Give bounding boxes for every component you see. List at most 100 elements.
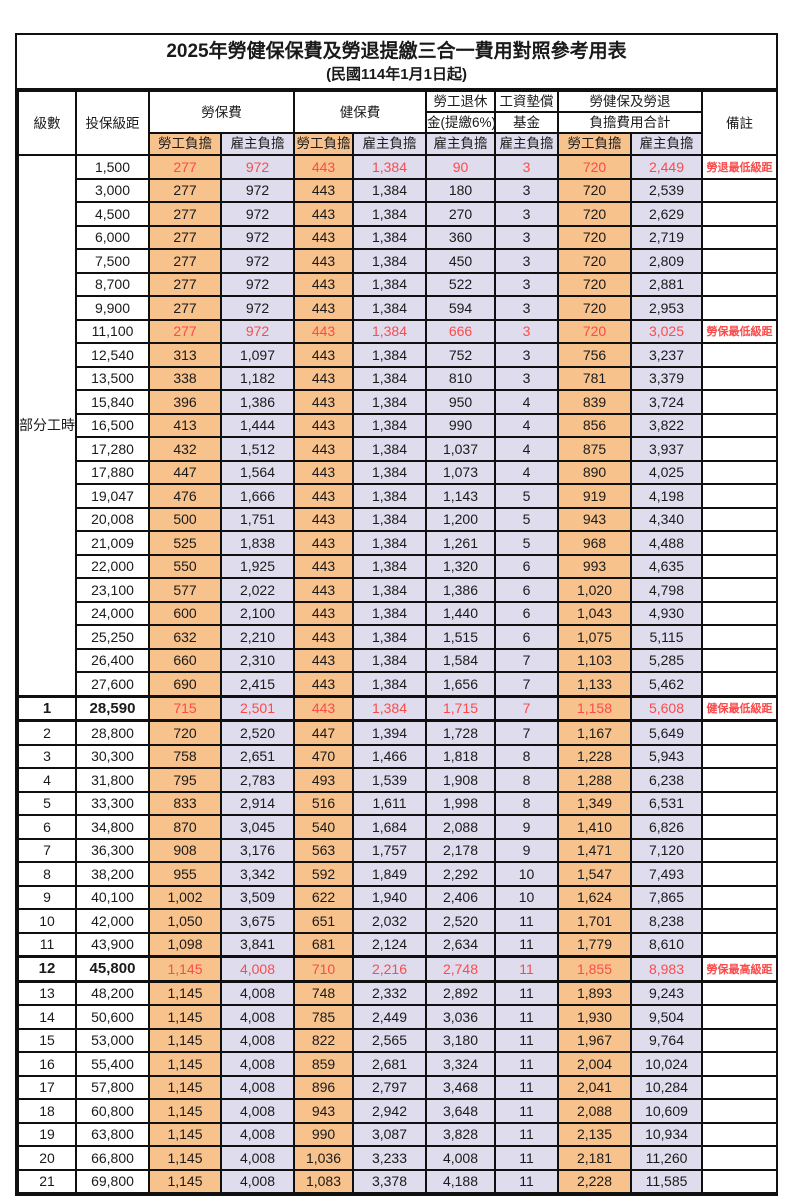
pension-er-cell: 950 [425,389,496,415]
total-emp-cell: 1,228 [557,743,632,769]
note-cell: 健保最低級距 [701,694,778,722]
page-title: 2025年勞健保保費及勞退提繳三合一費用對照參考用表 [166,41,627,62]
bracket-cell: 40,100 [75,884,150,910]
total-emp-cell: 720 [557,224,632,250]
labor-emp-cell: 577 [148,577,222,603]
table-row: 24,000 600 2,100 443 1,384 1,440 6 1,043 4,930 [18,600,778,626]
header-bracket: 投保級距 [75,90,150,156]
bracket-cell: 38,200 [75,861,150,887]
total-er-cell: 6,826 [630,814,703,840]
total-emp-cell: 2,228 [557,1168,632,1194]
note-cell [701,671,778,697]
health-er-cell: 1,384 [352,577,427,603]
total-er-cell: 4,635 [630,553,703,579]
bracket-cell: 63,800 [75,1121,150,1147]
level-cell: 7 [17,837,77,863]
total-er-cell: 3,025 [630,318,703,344]
table-row: 26,400 660 2,310 443 1,384 1,584 7 1,103 5,285 [18,647,778,673]
note-cell [701,624,778,650]
level-cell: 8 [17,861,77,887]
health-emp-cell: 443 [293,600,354,626]
health-er-cell: 1,384 [352,694,427,722]
health-er-cell: 1,384 [352,506,427,532]
pension-er-cell: 2,634 [425,931,496,958]
table-row: 部分工時 1,500 277 972 443 1,384 90 3 720 2,449 勞退最低級距 [17,154,778,697]
header-total-line1: 勞健保及勞退 [557,90,703,113]
header-wage-fund-line2: 基金 [494,111,559,134]
total-emp-cell: 720 [557,318,632,344]
labor-emp-cell: 432 [148,436,222,462]
total-er-cell: 2,953 [630,295,703,321]
labor-er-cell: 1,182 [220,365,295,391]
labor-er-cell: 2,520 [220,719,295,746]
table-row: 17,880 447 1,564 443 1,384 1,073 4 890 4,025 [18,459,778,485]
table-row: 20 66,800 1,145 4,008 1,036 3,233 4,008 11 2,181… [17,1145,778,1171]
pension-er-cell: 2,088 [425,814,496,840]
total-er-cell: 3,822 [630,412,703,438]
labor-emp-cell: 1,145 [148,1098,222,1124]
bracket-cell: 36,300 [75,837,150,863]
bracket-cell: 45,800 [75,955,150,983]
labor-er-cell: 2,210 [220,624,295,650]
header-pension-employer: 雇主負擔 [425,132,496,156]
labor-er-cell: 2,914 [220,790,295,816]
labor-er-cell: 2,415 [220,671,295,697]
labor-emp-cell: 1,145 [148,1004,222,1030]
bracket-cell: 50,600 [75,1004,150,1030]
labor-emp-cell: 720 [148,719,222,746]
total-emp-cell: 1,288 [557,767,632,793]
health-emp-cell: 990 [293,1121,354,1147]
total-er-cell: 3,237 [630,342,703,368]
table-row: 13 48,200 1,145 4,008 748 2,332 2,892 11 1,893 9,… [17,980,778,1006]
health-er-cell: 2,942 [352,1098,427,1124]
wage-er-cell: 7 [494,671,559,697]
labor-er-cell: 4,008 [220,955,295,983]
header-labor-employee: 勞工負擔 [148,132,222,156]
pension-er-cell: 2,406 [425,884,496,910]
note-cell [701,931,778,958]
bracket-cell: 43,900 [75,931,150,958]
labor-er-cell: 4,008 [220,980,295,1006]
wage-er-cell: 3 [494,224,559,250]
bracket-cell: 13,500 [75,365,150,391]
pension-er-cell: 3,468 [425,1074,496,1100]
labor-emp-cell: 525 [148,530,222,556]
total-emp-cell: 1,624 [557,884,632,910]
labor-er-cell: 1,512 [220,436,295,462]
total-er-cell: 9,504 [630,1004,703,1030]
table-row: 17,280 432 1,512 443 1,384 1,037 4 875 3,937 [18,436,778,462]
total-emp-cell: 1,158 [557,694,632,722]
wage-er-cell: 5 [494,483,559,509]
table-row: 3 30,300 758 2,651 470 1,466 1,818 8 1,228 5,943 [17,743,778,769]
labor-er-cell: 4,008 [220,1121,295,1147]
total-er-cell: 2,629 [630,201,703,227]
total-er-cell: 5,285 [630,647,703,673]
health-emp-cell: 681 [293,931,354,958]
labor-emp-cell: 277 [148,248,222,274]
table-row: 8 38,200 955 3,342 592 1,849 2,292 10 1,547 7,493 [17,861,778,887]
pension-er-cell: 180 [425,177,496,203]
title-block: 2025年勞健保保費及勞退提繳三合一費用對照參考用表 (民國114年1月1日起) [17,35,776,90]
total-emp-cell: 2,088 [557,1098,632,1124]
health-er-cell: 1,384 [352,224,427,250]
health-emp-cell: 443 [293,365,354,391]
pension-er-cell: 1,200 [425,506,496,532]
wage-er-cell: 7 [494,647,559,673]
table-row: 4 31,800 795 2,783 493 1,539 1,908 8 1,288 6,238 [17,767,778,793]
total-er-cell: 9,243 [630,980,703,1006]
labor-emp-cell: 277 [148,295,222,321]
table-row: 5 33,300 833 2,914 516 1,611 1,998 8 1,349 6,531 [17,790,778,816]
health-emp-cell: 443 [293,483,354,509]
table-row: 2 28,800 720 2,520 447 1,394 1,728 7 1,167 5,649 [17,719,778,746]
health-emp-cell: 443 [293,295,354,321]
total-emp-cell: 1,930 [557,1004,632,1030]
wage-er-cell: 11 [494,1098,559,1124]
table-row: 11,100 277 972 443 1,384 666 3 720 3,025 勞保最低級距 [18,318,778,344]
total-emp-cell: 781 [557,365,632,391]
table-row: 27,600 690 2,415 443 1,384 1,656 7 1,133 5,462 [18,671,778,697]
wage-er-cell: 6 [494,553,559,579]
wage-er-cell: 6 [494,600,559,626]
note-cell [701,1074,778,1100]
note-cell [701,908,778,934]
bracket-cell: 28,800 [75,719,150,746]
